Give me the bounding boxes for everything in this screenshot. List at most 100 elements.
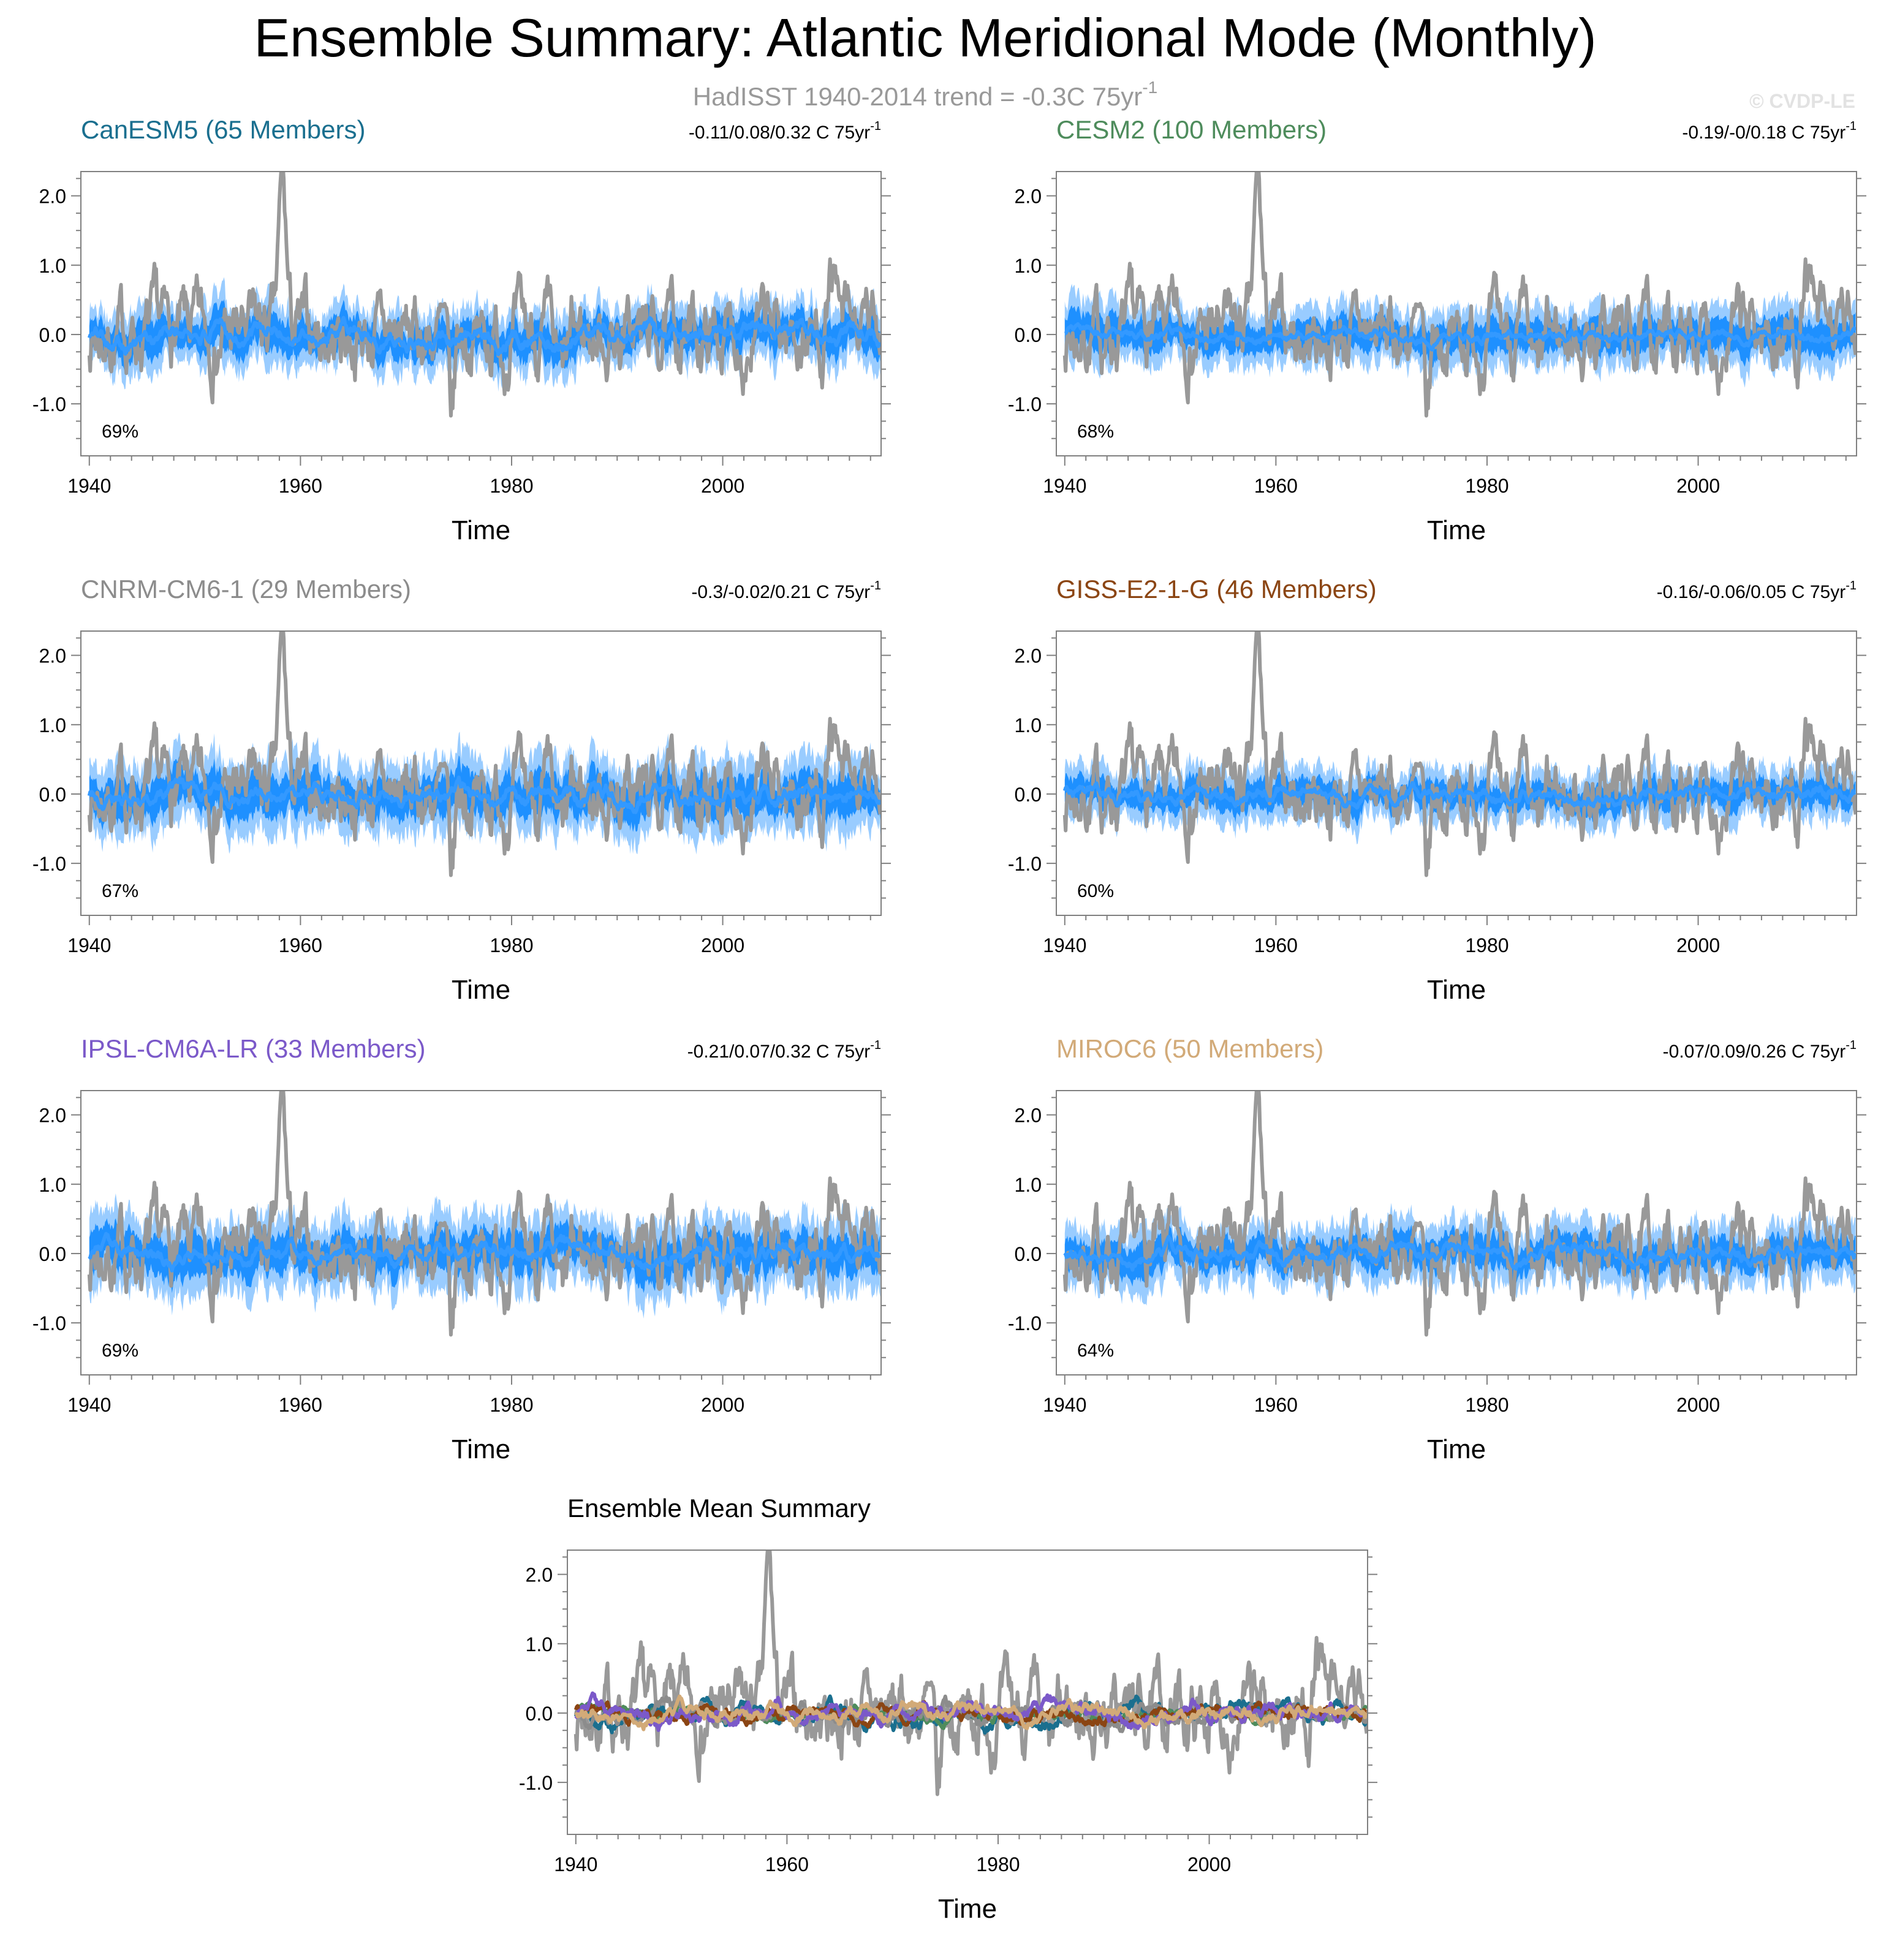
observed-line [87,631,881,877]
y-tick-label: 1.0 [1015,714,1042,736]
trend-annotation: -0.21/0.07/0.32 C 75yr-1 [687,1039,881,1062]
figure-subtitle: HadISST 1940-2014 trend = -0.3C 75yr-1 [693,78,1157,111]
y-tick-label: 0.0 [1015,1243,1042,1265]
trend-value: -0.16/-0.06/0.05 C 75yr [1657,582,1846,602]
x-tick-label: 1940 [1043,1394,1086,1416]
observed-line [1062,172,1857,418]
x-tick-label: 1980 [1465,475,1509,497]
x-tick-label: 1980 [490,934,533,956]
panel-title: GISS-E2-1-G (46 Members) [1056,575,1377,604]
trend-annotation: -0.11/0.08/0.32 C 75yr-1 [689,119,881,143]
x-axis-label: Time [1427,975,1486,1005]
chart-panel-7: Ensemble Mean Summary -1.0 0.0 1.0 2.0 1940 19… [519,1494,1377,1924]
model-mean-line-6 [574,1694,1368,1731]
y-tick-label: 0.0 [39,784,66,806]
trend-annotation: -0.3/-0.02/0.21 C 75yr-1 [691,579,881,602]
trend-annotation: -0.16/-0.06/0.05 C 75yr-1 [1657,579,1857,602]
axes-frame [1056,171,1857,456]
chart-panel-6: MIROC6 (50 Members) -0.07/0.09/0.26 C 75y… [1008,1034,1866,1464]
ensemble-mean-line [87,775,881,814]
y-tick-label: 1.0 [1015,1174,1042,1196]
trend-value: -0.21/0.07/0.32 C 75yr [687,1042,871,1062]
observed-line [87,172,881,418]
y-tick-label: 0.0 [39,1243,66,1265]
x-tick-label: 1960 [1254,934,1298,956]
panel-title: CESM2 (100 Members) [1056,115,1327,144]
x-tick-label: 1940 [67,934,111,956]
trend-value: -0.11/0.08/0.32 C 75yr [689,123,870,143]
plot-area [87,631,881,877]
trend-superscript: -1 [870,1039,881,1052]
x-tick-label: 1960 [279,934,322,956]
panel-title: Ensemble Mean Summary [567,1494,871,1523]
trend-superscript: -1 [1845,119,1857,133]
trend-superscript: -1 [1845,579,1857,592]
x-axis-label: Time [938,1894,997,1924]
trend-superscript: -1 [1845,1039,1857,1052]
x-axis-label: Time [1427,1434,1486,1464]
plot-area [1062,1091,1857,1337]
x-tick-label: 2000 [1676,475,1720,497]
percent-label: 68% [1077,422,1114,442]
observed-line [1062,1091,1857,1337]
x-tick-label: 1940 [67,1394,111,1416]
trend-value: -0.07/0.09/0.26 C 75yr [1663,1042,1846,1062]
axes-frame [1056,1090,1857,1375]
y-tick-label: 2.0 [39,186,66,208]
y-tick-label: 1.0 [1015,255,1042,277]
plot-area [1062,631,1857,877]
trend-value: -0.19/-0/0.18 C 75yr [1682,123,1845,143]
trend-annotation: -0.07/0.09/0.26 C 75yr-1 [1663,1039,1857,1062]
trend-value: -0.3/-0.02/0.21 C 75yr [691,582,870,602]
y-tick-label: -1.0 [32,393,66,415]
x-tick-label: 1960 [1254,1394,1298,1416]
axes-frame [80,1090,882,1375]
plot-area [87,1091,881,1337]
percent-label: 69% [102,1341,138,1361]
y-tick-label: 1.0 [39,1174,66,1196]
plot-area [574,1550,1368,1796]
x-tick-label: 2000 [701,934,744,956]
y-tick-label: 0.0 [39,324,66,346]
observed-line [574,1550,1368,1796]
chart-panel-4: GISS-E2-1-G (46 Members) -0.16/-0.06/0.05… [1008,575,1866,1005]
y-tick-label: 2.0 [39,645,66,667]
chart-panel-5: IPSL-CM6A-LR (33 Members) -0.21/0.07/0.32… [32,1034,891,1464]
y-tick-label: 2.0 [1015,186,1042,208]
y-tick-label: 2.0 [1015,645,1042,667]
axes-frame [567,1549,1368,1835]
x-tick-label: 1940 [67,475,111,497]
y-tick-label: 1.0 [39,255,66,277]
y-tick-label: 2.0 [526,1564,553,1586]
trend-superscript: -1 [870,579,881,592]
x-tick-label: 1980 [490,1394,533,1416]
x-tick-label: 2000 [1187,1853,1231,1875]
subtitle-main: HadISST 1940-2014 trend = -0.3C 75yr [693,82,1143,111]
panel-title: MIROC6 (50 Members) [1056,1034,1323,1063]
x-tick-label: 1940 [1043,934,1086,956]
y-tick-label: 2.0 [1015,1105,1042,1127]
axes-frame [80,630,882,916]
x-axis-label: Time [452,975,510,1005]
y-tick-label: -1.0 [1008,1312,1042,1334]
y-tick-label: 0.0 [526,1703,553,1725]
y-tick-label: 2.0 [39,1105,66,1127]
ensemble-mean-line [1063,1235,1857,1272]
x-axis-label: Time [452,1434,510,1464]
x-tick-label: 1980 [976,1853,1020,1875]
y-tick-label: 0.0 [1015,784,1042,806]
x-axis-label: Time [452,515,510,545]
x-tick-label: 1960 [765,1853,809,1875]
figure-title: Ensemble Summary: Atlantic Meridional Mo… [254,7,1596,68]
percent-label: 69% [102,422,138,442]
percent-label: 60% [1077,881,1114,901]
x-axis-label: Time [1427,515,1486,545]
plot-area [1062,172,1857,418]
axes-frame [80,171,882,456]
percent-label: 67% [102,881,138,901]
x-tick-label: 1960 [279,1394,322,1416]
x-tick-label: 1940 [554,1853,597,1875]
chart-panel-1: CanESM5 (65 Members) -0.11/0.08/0.32 C 75… [32,115,891,545]
watermark: © CVDP-LE [1749,90,1855,112]
